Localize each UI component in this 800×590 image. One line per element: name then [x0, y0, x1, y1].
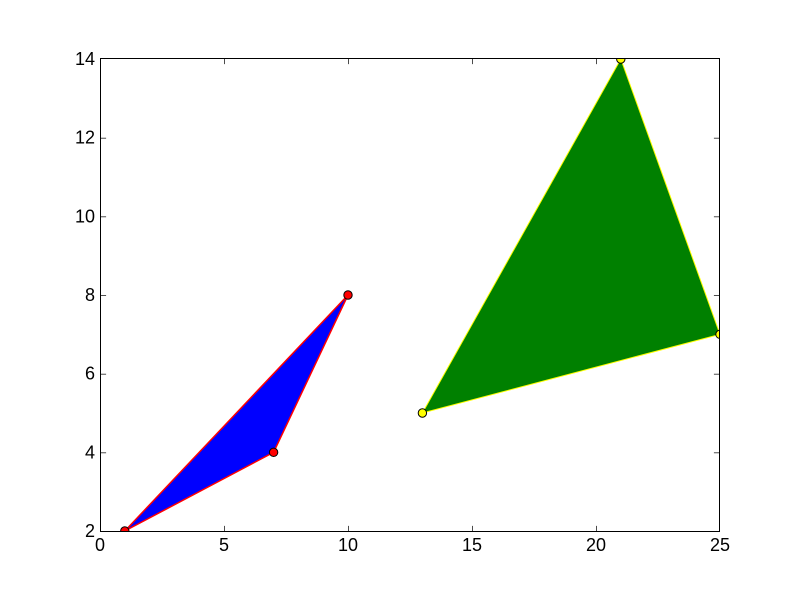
svg-text:5: 5	[219, 535, 229, 555]
svg-text:2: 2	[85, 521, 95, 541]
svg-text:10: 10	[338, 535, 358, 555]
svg-text:10: 10	[75, 206, 95, 226]
svg-text:14: 14	[75, 49, 95, 69]
svg-text:15: 15	[462, 535, 482, 555]
svg-text:20: 20	[586, 535, 606, 555]
svg-text:6: 6	[85, 364, 95, 384]
svg-text:12: 12	[75, 128, 95, 148]
svg-text:25: 25	[710, 535, 730, 555]
svg-text:0: 0	[95, 535, 105, 555]
svg-text:8: 8	[85, 285, 95, 305]
svg-text:4: 4	[85, 442, 95, 462]
